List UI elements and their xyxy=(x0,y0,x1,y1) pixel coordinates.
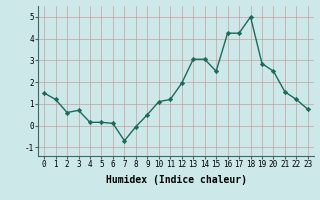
X-axis label: Humidex (Indice chaleur): Humidex (Indice chaleur) xyxy=(106,175,246,185)
